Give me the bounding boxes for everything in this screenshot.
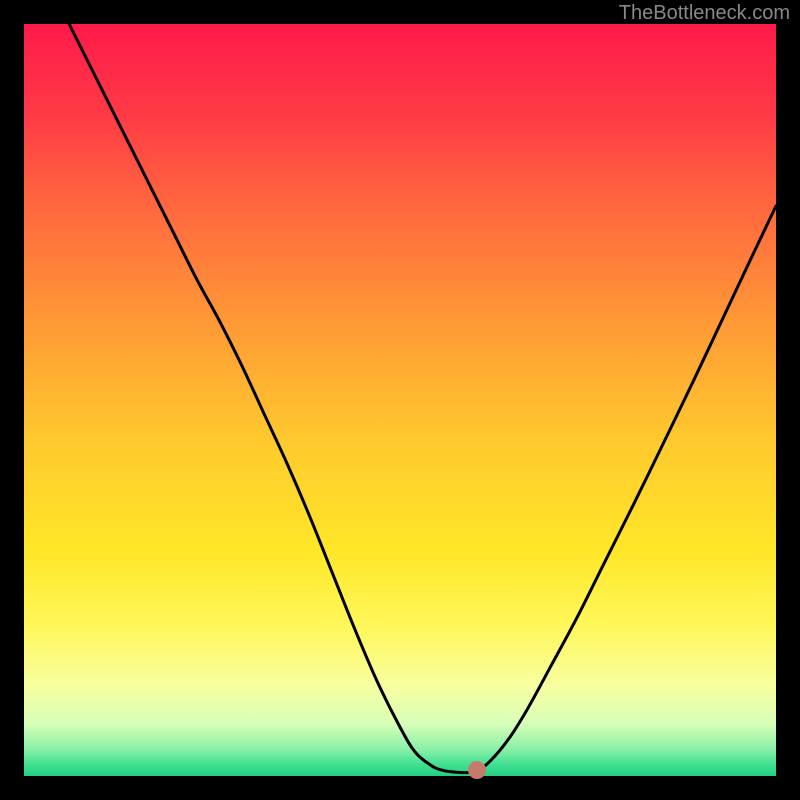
plot-area [24, 24, 776, 776]
optimal-point-marker [468, 761, 486, 779]
bottleneck-curve [24, 24, 776, 776]
watermark-text: TheBottleneck.com [619, 2, 790, 25]
